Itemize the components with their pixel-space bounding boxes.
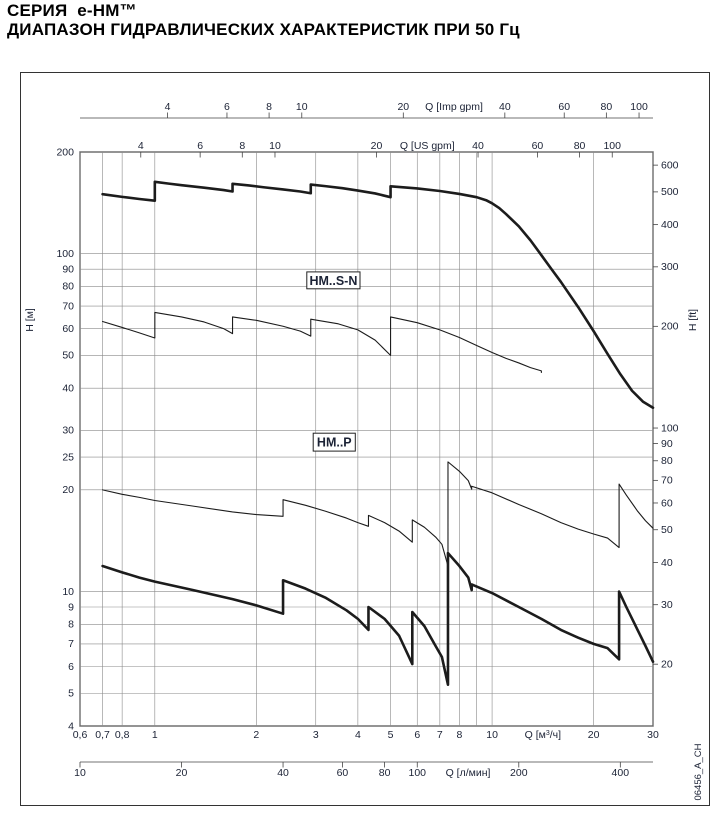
svg-text:4: 4 <box>138 140 144 152</box>
svg-text:Q [л/мин]: Q [л/мин] <box>446 767 491 779</box>
svg-text:80: 80 <box>62 281 74 293</box>
svg-text:30: 30 <box>62 425 74 437</box>
svg-text:1: 1 <box>152 729 158 741</box>
svg-text:80: 80 <box>601 101 613 113</box>
svg-text:40: 40 <box>499 101 511 113</box>
svg-text:100: 100 <box>661 422 679 434</box>
svg-text:0,8: 0,8 <box>115 729 130 741</box>
svg-text:100: 100 <box>630 101 648 113</box>
svg-text:60: 60 <box>532 140 544 152</box>
svg-text:50: 50 <box>62 350 74 362</box>
svg-text:40: 40 <box>472 140 484 152</box>
svg-text:H [м]: H [м] <box>24 308 36 332</box>
svg-text:6: 6 <box>68 661 74 673</box>
svg-text:40: 40 <box>661 557 673 569</box>
svg-text:06456_A_CH: 06456_A_CH <box>693 743 704 800</box>
svg-text:80: 80 <box>574 140 586 152</box>
svg-text:10: 10 <box>296 101 308 113</box>
svg-text:200: 200 <box>56 146 74 158</box>
svg-text:90: 90 <box>62 263 74 275</box>
svg-text:8: 8 <box>239 140 245 152</box>
svg-text:500: 500 <box>661 186 679 198</box>
svg-text:6: 6 <box>197 140 203 152</box>
svg-text:400: 400 <box>612 767 630 779</box>
svg-text:40: 40 <box>62 382 74 394</box>
svg-text:70: 70 <box>62 300 74 312</box>
svg-text:HM..S-N: HM..S-N <box>309 274 357 288</box>
svg-text:20: 20 <box>588 729 600 741</box>
svg-text:0,7: 0,7 <box>95 729 110 741</box>
svg-text:4: 4 <box>165 101 171 113</box>
svg-text:HM..P: HM..P <box>317 436 352 450</box>
svg-text:600: 600 <box>661 159 679 171</box>
svg-text:30: 30 <box>647 729 659 741</box>
svg-text:60: 60 <box>558 101 570 113</box>
svg-text:20: 20 <box>397 101 409 113</box>
svg-text:20: 20 <box>371 140 383 152</box>
svg-text:5: 5 <box>388 729 394 741</box>
svg-text:4: 4 <box>355 729 361 741</box>
svg-text:200: 200 <box>661 321 679 333</box>
svg-text:60: 60 <box>62 323 74 335</box>
svg-text:25: 25 <box>62 451 74 463</box>
svg-text:10: 10 <box>269 140 281 152</box>
svg-text:9: 9 <box>68 601 74 613</box>
svg-text:8: 8 <box>456 729 462 741</box>
svg-text:300: 300 <box>661 261 679 273</box>
svg-text:100: 100 <box>56 248 74 260</box>
svg-text:6: 6 <box>414 729 420 741</box>
svg-text:80: 80 <box>379 767 391 779</box>
svg-text:20: 20 <box>661 658 673 670</box>
svg-text:8: 8 <box>68 619 74 631</box>
svg-text:6: 6 <box>224 101 230 113</box>
svg-text:30: 30 <box>661 599 673 611</box>
svg-text:40: 40 <box>277 767 289 779</box>
svg-text:20: 20 <box>62 484 74 496</box>
svg-text:100: 100 <box>603 140 621 152</box>
svg-text:Q [м3/ч]: Q [м3/ч] <box>525 729 562 741</box>
svg-text:7: 7 <box>68 638 74 650</box>
svg-text:5: 5 <box>68 688 74 700</box>
svg-text:10: 10 <box>74 767 86 779</box>
svg-text:20: 20 <box>176 767 188 779</box>
svg-text:Q [Imp gpm]: Q [Imp gpm] <box>425 101 483 113</box>
svg-text:3: 3 <box>313 729 319 741</box>
svg-text:10: 10 <box>486 729 498 741</box>
svg-text:60: 60 <box>661 497 673 509</box>
svg-text:2: 2 <box>253 729 259 741</box>
svg-text:400: 400 <box>661 219 679 231</box>
svg-text:60: 60 <box>337 767 349 779</box>
svg-text:100: 100 <box>408 767 426 779</box>
svg-text:90: 90 <box>661 438 673 450</box>
svg-text:50: 50 <box>661 524 673 536</box>
svg-text:H [ft]: H [ft] <box>687 309 699 331</box>
svg-text:8: 8 <box>266 101 272 113</box>
svg-text:Q [US gpm]: Q [US gpm] <box>400 140 455 152</box>
svg-text:7: 7 <box>437 729 443 741</box>
svg-text:0,6: 0,6 <box>73 729 88 741</box>
svg-text:200: 200 <box>510 767 528 779</box>
svg-text:80: 80 <box>661 455 673 467</box>
svg-text:70: 70 <box>661 475 673 487</box>
svg-text:10: 10 <box>62 586 74 598</box>
